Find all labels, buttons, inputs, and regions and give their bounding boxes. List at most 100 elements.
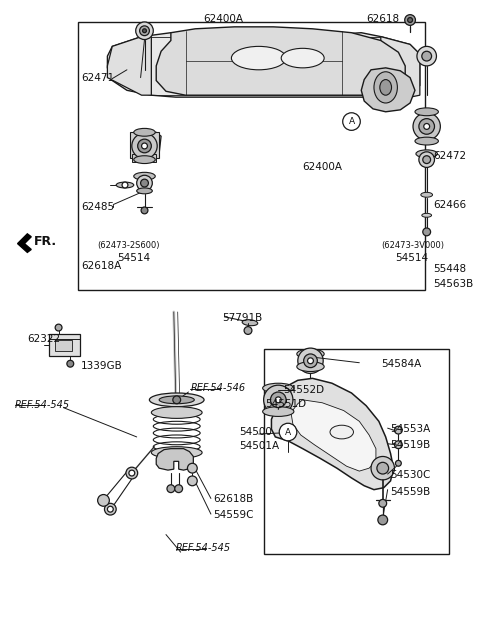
Circle shape — [413, 113, 440, 140]
Circle shape — [141, 207, 148, 214]
Ellipse shape — [159, 396, 194, 404]
Circle shape — [423, 156, 431, 164]
Circle shape — [188, 476, 197, 485]
Ellipse shape — [380, 79, 392, 95]
Ellipse shape — [151, 446, 202, 458]
Text: 62400A: 62400A — [203, 14, 243, 24]
Circle shape — [405, 15, 416, 25]
Circle shape — [270, 392, 286, 407]
Circle shape — [97, 495, 109, 507]
Ellipse shape — [421, 192, 432, 197]
Circle shape — [141, 179, 148, 187]
Circle shape — [379, 500, 387, 507]
Ellipse shape — [416, 150, 437, 157]
Text: A: A — [285, 428, 291, 436]
Circle shape — [408, 17, 412, 22]
Text: 62618: 62618 — [366, 14, 399, 24]
Ellipse shape — [415, 108, 438, 116]
Circle shape — [419, 118, 434, 135]
Circle shape — [395, 426, 402, 434]
Bar — [264, 349, 449, 554]
Text: 55448: 55448 — [433, 264, 467, 274]
Bar — [55, 340, 72, 351]
Ellipse shape — [116, 182, 134, 188]
Circle shape — [343, 113, 360, 130]
Circle shape — [304, 354, 317, 368]
Circle shape — [377, 463, 389, 474]
Text: 62471: 62471 — [81, 73, 114, 82]
Polygon shape — [18, 234, 31, 252]
Circle shape — [126, 467, 138, 479]
Ellipse shape — [297, 349, 324, 359]
Circle shape — [188, 463, 197, 473]
Polygon shape — [195, 58, 351, 76]
Polygon shape — [132, 132, 161, 157]
Ellipse shape — [422, 213, 432, 217]
Circle shape — [138, 139, 151, 153]
Ellipse shape — [151, 407, 202, 419]
Ellipse shape — [415, 137, 438, 145]
Bar — [130, 132, 159, 157]
Text: 54519B: 54519B — [391, 440, 431, 450]
Bar — [78, 22, 425, 291]
Text: 54563B: 54563B — [433, 278, 474, 289]
Ellipse shape — [330, 425, 353, 439]
Circle shape — [396, 461, 401, 466]
Circle shape — [378, 515, 388, 525]
Polygon shape — [361, 68, 415, 112]
Text: 62618A: 62618A — [81, 261, 121, 271]
Circle shape — [140, 26, 149, 35]
Circle shape — [298, 348, 323, 373]
Polygon shape — [291, 400, 376, 471]
Circle shape — [137, 175, 152, 191]
Text: 54552D: 54552D — [283, 385, 324, 395]
Ellipse shape — [134, 156, 155, 164]
Bar — [49, 334, 80, 356]
Circle shape — [67, 360, 74, 367]
Polygon shape — [156, 449, 193, 470]
Text: 54559C: 54559C — [213, 510, 253, 520]
Ellipse shape — [134, 128, 155, 136]
Text: 57791B: 57791B — [223, 313, 263, 323]
Circle shape — [136, 22, 153, 40]
Text: 54514: 54514 — [117, 253, 150, 264]
Text: 54530C: 54530C — [391, 470, 431, 480]
Text: 1339GB: 1339GB — [81, 361, 123, 371]
Text: (62473-3V000): (62473-3V000) — [381, 241, 444, 250]
Circle shape — [423, 228, 431, 236]
Text: REF.54-546: REF.54-546 — [191, 383, 246, 393]
Text: A: A — [348, 117, 355, 126]
Polygon shape — [108, 33, 420, 97]
Circle shape — [142, 143, 147, 149]
Text: 54553A: 54553A — [391, 424, 431, 434]
Text: 54501A: 54501A — [239, 441, 279, 451]
Circle shape — [264, 385, 293, 415]
Text: 62618B: 62618B — [213, 494, 253, 505]
Circle shape — [422, 51, 432, 61]
Circle shape — [143, 29, 146, 33]
Circle shape — [424, 123, 430, 130]
Circle shape — [244, 327, 252, 334]
Polygon shape — [108, 37, 151, 95]
Circle shape — [395, 441, 402, 449]
Ellipse shape — [263, 407, 294, 417]
Circle shape — [129, 470, 135, 476]
Circle shape — [108, 507, 113, 512]
Circle shape — [167, 485, 175, 492]
Text: 54514: 54514 — [396, 253, 429, 264]
Text: 62485: 62485 — [81, 203, 114, 213]
Text: 54584A: 54584A — [381, 359, 421, 369]
Circle shape — [371, 456, 395, 480]
Polygon shape — [156, 27, 405, 95]
Circle shape — [105, 503, 116, 515]
Text: 54500: 54500 — [239, 427, 272, 437]
Text: 62472: 62472 — [433, 151, 467, 161]
Circle shape — [308, 358, 313, 364]
Ellipse shape — [281, 48, 324, 68]
Text: FR.: FR. — [34, 235, 57, 248]
Text: 62322: 62322 — [27, 334, 60, 344]
Text: REF.54-545: REF.54-545 — [176, 543, 231, 553]
Ellipse shape — [134, 172, 155, 180]
Text: 54551D: 54551D — [265, 399, 307, 409]
Polygon shape — [381, 37, 420, 97]
